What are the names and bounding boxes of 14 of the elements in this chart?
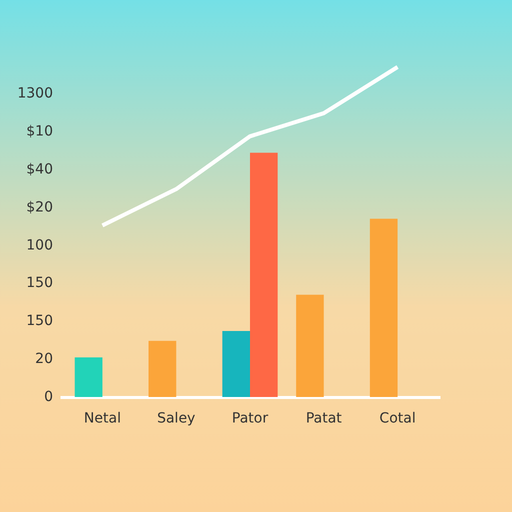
x-tick-label: Saley: [157, 410, 196, 426]
x-tick-label: Patat: [306, 410, 342, 426]
text: 1300: [17, 86, 53, 102]
text: 100: [26, 237, 53, 254]
text: 150: [26, 313, 53, 330]
text: 0: [44, 389, 53, 405]
x-tick-label: Netal: [84, 410, 121, 426]
text: 150: [26, 275, 53, 292]
x-tick-label: Cotal: [379, 410, 416, 426]
text: $40: [26, 161, 53, 178]
text: $20: [26, 199, 53, 216]
text: 20: [35, 351, 53, 368]
x-tick-label: Pator: [232, 410, 268, 426]
text: $10: [26, 123, 53, 140]
